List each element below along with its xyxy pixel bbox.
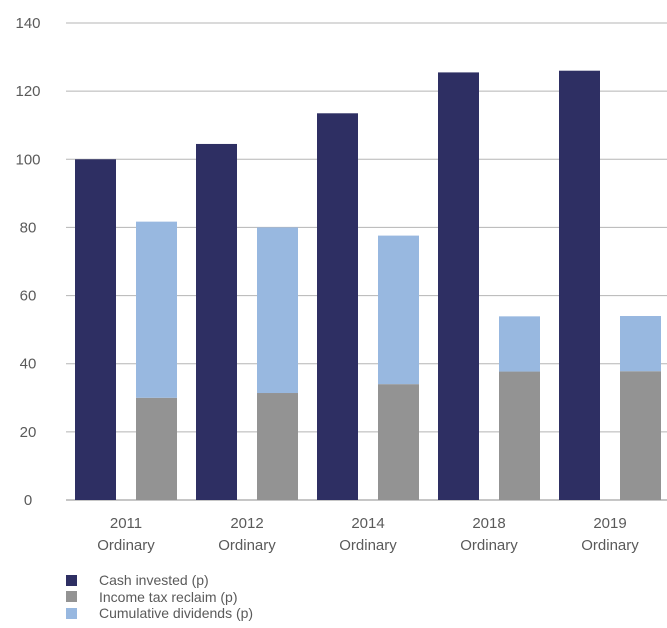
- legend-swatch-income-tax-reclaim: [66, 591, 77, 603]
- legend-item-cumulative-dividends: Cumulative dividends (p): [66, 605, 253, 622]
- bar-income-tax-reclaim-2019: [620, 371, 661, 500]
- bar-chart: 0 20 40 60 80 100 120 140 2011 Ordinary 2012 Ordin…: [15, 15, 667, 554]
- bar-cash-invested-2011: [75, 159, 116, 501]
- bar-income-tax-reclaim-2018: [499, 371, 540, 500]
- bars: [75, 70, 661, 501]
- x-category-label-2018: 2018 Ordinary: [460, 515, 518, 554]
- y-tick-label-140: 140: [15, 15, 40, 32]
- y-tick-label-100: 100: [15, 151, 40, 168]
- bar-income-tax-reclaim-2014: [378, 384, 419, 500]
- y-tick-label-0: 0: [24, 492, 32, 509]
- bar-cumulative-dividends-2018: [499, 316, 540, 372]
- bar-cash-invested-2018: [438, 72, 479, 501]
- y-tick-label-20: 20: [20, 424, 37, 441]
- y-tick-label-60: 60: [20, 288, 37, 305]
- bar-cumulative-dividends-2019: [620, 316, 661, 372]
- x-category-label-2011: 2011 Ordinary: [97, 515, 155, 554]
- x-axis-category-labels: 2011 Ordinary 2012 Ordinary 2014 Ordinary 2018…: [97, 515, 639, 554]
- y-tick-label-80: 80: [20, 219, 37, 236]
- bar-cumulative-dividends-2011: [136, 221, 177, 398]
- bar-cumulative-dividends-2014: [378, 235, 419, 385]
- x-category-label-2012: 2012 Ordinary: [218, 515, 276, 554]
- y-tick-label-40: 40: [20, 356, 37, 373]
- legend-swatch-cumulative-dividends: [66, 607, 77, 619]
- bar-income-tax-reclaim-2012: [257, 393, 298, 500]
- legend-swatch-cash-invested: [66, 574, 77, 586]
- bar-cash-invested-2014: [317, 113, 358, 501]
- y-axis-tick-labels: 0 20 40 60 80 100 120 140: [15, 15, 40, 509]
- bar-cash-invested-2012: [196, 143, 237, 501]
- legend-label-income-tax-reclaim: Income tax reclaim (p): [99, 588, 238, 605]
- legend-label-cash-invested: Cash invested (p): [99, 572, 209, 589]
- x-category-label-2014: 2014 Ordinary: [339, 515, 397, 554]
- bar-cumulative-dividends-2012: [257, 227, 298, 394]
- legend-item-cash-invested: Cash invested (p): [66, 572, 253, 589]
- legend: Cash invested (p) Income tax reclaim (p)…: [66, 572, 253, 622]
- bar-income-tax-reclaim-2011: [136, 397, 177, 500]
- y-tick-label-120: 120: [15, 83, 40, 100]
- legend-label-cumulative-dividends: Cumulative dividends (p): [99, 605, 254, 622]
- x-category-label-2019: 2019 Ordinary: [581, 515, 639, 554]
- bar-cash-invested-2019: [559, 70, 600, 500]
- legend-item-income-tax-reclaim: Income tax reclaim (p): [66, 589, 253, 606]
